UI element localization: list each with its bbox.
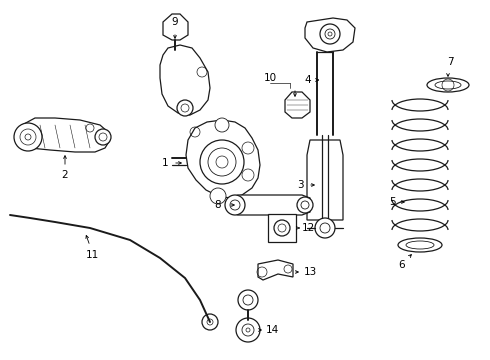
Polygon shape (258, 260, 293, 280)
Text: 3: 3 (296, 180, 303, 190)
Circle shape (200, 140, 244, 184)
Circle shape (14, 123, 42, 151)
Polygon shape (186, 120, 260, 198)
Text: 11: 11 (85, 250, 98, 260)
Text: 4: 4 (305, 75, 311, 85)
Polygon shape (163, 14, 188, 40)
Text: 2: 2 (62, 170, 68, 180)
Polygon shape (230, 195, 310, 215)
Text: 9: 9 (172, 17, 178, 27)
Text: 13: 13 (303, 267, 317, 277)
Polygon shape (305, 18, 355, 52)
Text: 10: 10 (264, 73, 276, 83)
Text: 7: 7 (447, 57, 453, 67)
Circle shape (274, 220, 290, 236)
Circle shape (202, 314, 218, 330)
Text: 6: 6 (399, 260, 405, 270)
Polygon shape (285, 92, 310, 118)
Circle shape (320, 24, 340, 44)
Polygon shape (268, 214, 296, 242)
Circle shape (95, 129, 111, 145)
Polygon shape (15, 118, 110, 152)
Text: 5: 5 (389, 197, 395, 207)
Polygon shape (160, 45, 210, 115)
Text: 8: 8 (215, 200, 221, 210)
Polygon shape (307, 140, 343, 220)
Text: 14: 14 (266, 325, 279, 335)
Circle shape (238, 290, 258, 310)
Circle shape (215, 118, 229, 132)
Circle shape (315, 218, 335, 238)
Text: 12: 12 (301, 223, 315, 233)
Circle shape (236, 318, 260, 342)
Circle shape (177, 100, 193, 116)
Text: 1: 1 (162, 158, 168, 168)
Circle shape (210, 188, 226, 204)
Circle shape (297, 197, 313, 213)
Circle shape (225, 195, 245, 215)
